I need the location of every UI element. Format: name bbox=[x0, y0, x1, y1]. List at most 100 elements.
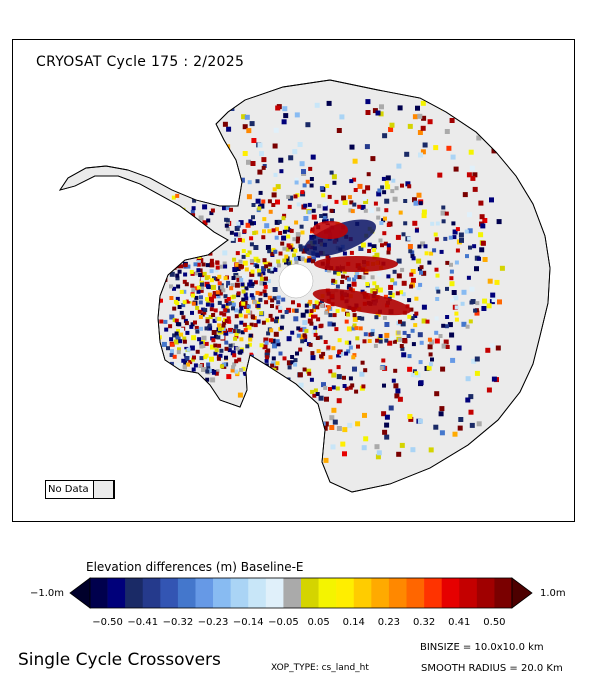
elevation-cell bbox=[261, 387, 267, 393]
elevation-cell bbox=[215, 369, 220, 374]
elevation-cell bbox=[398, 319, 402, 324]
elevation-cell bbox=[177, 419, 183, 425]
elevation-cell bbox=[455, 248, 460, 253]
elevation-cell bbox=[496, 219, 502, 225]
elevation-cell bbox=[205, 317, 210, 322]
elevation-cell bbox=[468, 149, 474, 155]
elevation-cell bbox=[236, 221, 241, 226]
elevation-cell bbox=[392, 196, 398, 202]
elevation-cell bbox=[400, 321, 406, 327]
elevation-cell bbox=[479, 214, 485, 220]
elevation-cell bbox=[455, 227, 460, 232]
elevation-cell bbox=[390, 336, 395, 341]
elevation-cell bbox=[210, 240, 216, 246]
elevation-cell bbox=[223, 330, 229, 336]
colorbar-swatch bbox=[283, 578, 302, 608]
elevation-cell bbox=[490, 292, 496, 298]
elevation-cell bbox=[416, 286, 421, 291]
elevation-cell bbox=[375, 285, 380, 290]
elevation-cell bbox=[434, 391, 440, 397]
elevation-cell bbox=[482, 218, 488, 223]
elevation-cell bbox=[259, 280, 265, 286]
elevation-cell bbox=[208, 315, 213, 319]
elevation-cell bbox=[330, 444, 336, 450]
elevation-cell bbox=[234, 359, 239, 364]
elevation-cell bbox=[414, 371, 419, 376]
elevation-cell bbox=[191, 301, 196, 306]
elevation-cell bbox=[358, 246, 364, 251]
elevation-cell bbox=[333, 279, 338, 284]
elevation-cell bbox=[256, 300, 260, 305]
elevation-cell bbox=[292, 253, 296, 258]
elevation-cell bbox=[293, 194, 298, 199]
elevation-cell bbox=[270, 363, 275, 368]
elevation-cell bbox=[251, 138, 257, 143]
elevation-cell bbox=[137, 240, 141, 244]
elevation-cell bbox=[433, 424, 439, 430]
elevation-cell bbox=[290, 330, 295, 335]
elevation-cell bbox=[216, 356, 221, 361]
elevation-cell bbox=[172, 286, 176, 291]
elevation-cell bbox=[362, 412, 367, 418]
elevation-cell bbox=[403, 199, 408, 203]
elevation-cell bbox=[243, 314, 248, 319]
elevation-cell bbox=[359, 371, 365, 377]
elevation-cell bbox=[370, 332, 375, 337]
elevation-cell bbox=[473, 308, 478, 313]
elevation-cell bbox=[175, 334, 181, 340]
elevation-cell bbox=[491, 101, 497, 107]
elevation-cell bbox=[434, 237, 439, 242]
elevation-cell bbox=[262, 258, 267, 263]
elevation-cell bbox=[315, 392, 320, 396]
elevation-cell bbox=[278, 231, 283, 235]
elevation-cell bbox=[295, 232, 301, 238]
elevation-cell bbox=[214, 348, 219, 353]
elevation-cell bbox=[369, 208, 374, 213]
elevation-cell bbox=[166, 346, 170, 351]
elevation-cell bbox=[440, 366, 446, 372]
elevation-cell bbox=[379, 104, 384, 110]
elevation-cell bbox=[405, 181, 411, 187]
elevation-cell bbox=[304, 328, 309, 333]
elevation-cell bbox=[216, 294, 221, 299]
elevation-cell bbox=[320, 303, 325, 308]
elevation-cell bbox=[271, 192, 277, 198]
elevation-cell bbox=[209, 262, 215, 268]
elevation-cell bbox=[313, 325, 318, 330]
elevation-cell bbox=[199, 241, 204, 246]
elevation-cell bbox=[444, 324, 449, 329]
elevation-cell bbox=[245, 344, 250, 349]
colorbar-swatch bbox=[388, 578, 407, 608]
colorbar-swatch bbox=[213, 578, 231, 608]
elevation-cell bbox=[242, 260, 248, 266]
colorbar-swatch bbox=[195, 578, 214, 608]
elevation-cell bbox=[294, 180, 299, 185]
elevation-cell bbox=[299, 334, 305, 340]
elevation-cell bbox=[166, 258, 170, 263]
elevation-cell bbox=[234, 282, 240, 288]
elevation-cell bbox=[319, 354, 324, 359]
elevation-cell bbox=[421, 318, 427, 324]
elevation-cell bbox=[256, 303, 261, 308]
elevation-cell bbox=[462, 192, 468, 198]
elevation-cell bbox=[377, 336, 383, 342]
elevation-cell bbox=[363, 332, 368, 337]
elevation-cell bbox=[448, 235, 453, 240]
elevation-cell bbox=[269, 328, 274, 333]
elevation-cell bbox=[373, 201, 378, 206]
elevation-cell bbox=[288, 195, 294, 201]
elevation-cell bbox=[273, 127, 279, 133]
elevation-cell bbox=[352, 316, 358, 322]
elevation-cell bbox=[285, 252, 290, 257]
elevation-cell bbox=[466, 172, 472, 178]
elevation-cell bbox=[435, 221, 440, 226]
elevation-cell bbox=[234, 314, 239, 319]
elevation-cell bbox=[334, 327, 339, 332]
elevation-cell bbox=[275, 316, 279, 321]
elevation-cell bbox=[329, 415, 335, 421]
elevation-cell bbox=[302, 367, 307, 372]
elevation-cell bbox=[235, 262, 239, 267]
elevation-cell bbox=[309, 177, 314, 181]
elevation-cell bbox=[230, 283, 235, 288]
elevation-cell bbox=[331, 174, 337, 180]
